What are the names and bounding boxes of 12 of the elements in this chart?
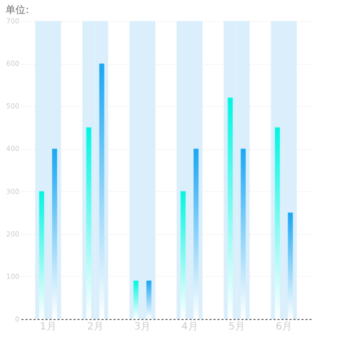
bar (194, 148, 199, 319)
bar (133, 280, 138, 319)
bar (274, 127, 280, 319)
bar (180, 191, 186, 319)
bar (146, 280, 152, 319)
y-axis-title: 单位: (6, 4, 30, 16)
bar (228, 98, 233, 319)
bar (240, 148, 246, 319)
bar (39, 191, 44, 319)
bar (52, 148, 58, 319)
bar (86, 127, 92, 319)
bar (288, 212, 293, 319)
